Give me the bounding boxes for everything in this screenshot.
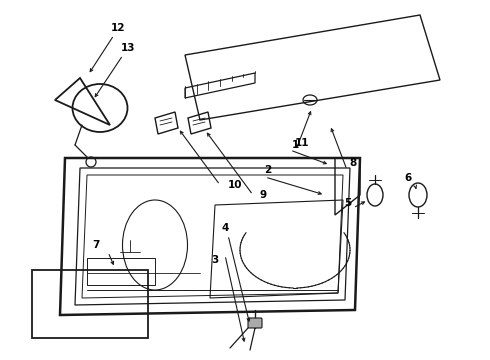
Text: 11: 11 xyxy=(295,138,309,148)
Text: 10: 10 xyxy=(228,180,242,190)
Text: 5: 5 xyxy=(344,198,352,208)
Text: 3: 3 xyxy=(211,255,219,265)
FancyBboxPatch shape xyxy=(248,318,262,328)
Text: 13: 13 xyxy=(121,43,135,53)
Text: 9: 9 xyxy=(259,190,267,200)
Text: 7: 7 xyxy=(92,240,99,250)
Text: 1: 1 xyxy=(292,140,298,150)
Text: 2: 2 xyxy=(265,165,271,175)
Text: 4: 4 xyxy=(221,223,229,233)
Text: 6: 6 xyxy=(404,173,412,183)
Text: 12: 12 xyxy=(111,23,125,33)
Text: 8: 8 xyxy=(349,158,357,168)
